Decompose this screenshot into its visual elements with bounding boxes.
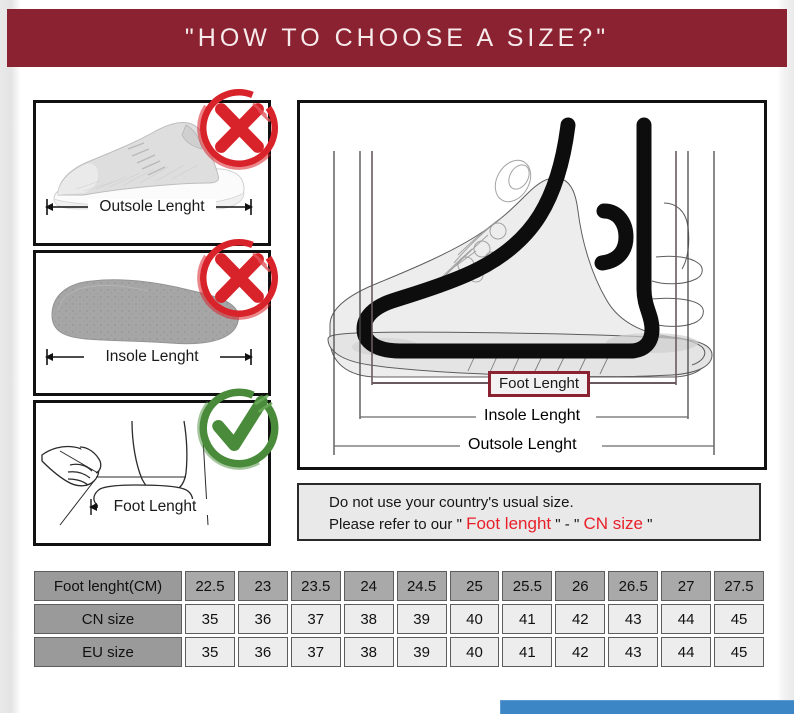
cell-foot-length-5: 25 [449, 571, 500, 601]
cell-eu-size-2: 37 [290, 637, 341, 667]
panel-foot-illustration [36, 403, 268, 543]
cell-cn-size-5: 40 [449, 604, 500, 634]
note-line-1: Do not use your country's usual size. [329, 494, 574, 511]
cell-foot-length-1: 23 [237, 571, 288, 601]
header-banner: "HOW TO CHOOSE A SIZE?" [7, 9, 787, 67]
foot-length-measure-label-box: Foot Lenght [488, 371, 591, 397]
note-line-2-suffix: " [642, 516, 653, 533]
page-edge-right [778, 0, 794, 713]
cell-cn-size-10: 45 [714, 604, 764, 634]
size-table-body: Foot lenght(CM) 22.5 23 23.5 24 24.5 25 … [34, 571, 764, 667]
cell-cn-size-0: 35 [185, 604, 235, 634]
outsole-dimension-label: Outsole Lenght [88, 199, 216, 215]
cell-foot-length-10: 27.5 [714, 571, 764, 601]
cell-eu-size-4: 39 [396, 637, 447, 667]
page-edge-left [0, 0, 20, 713]
cell-foot-length-8: 26.5 [608, 571, 659, 601]
cell-cn-size-3: 38 [343, 604, 394, 634]
cell-cn-size-9: 44 [661, 604, 712, 634]
note-line-2-prefix: Please refer to our " [329, 516, 467, 533]
row-label-eu-size: EU size [34, 637, 182, 667]
cell-cn-size-1: 36 [237, 604, 288, 634]
table-row: EU size 35 36 37 38 39 40 41 42 43 44 45 [34, 637, 764, 667]
panel-insole-illustration [36, 253, 268, 393]
insole-dimension-label: Insole Lenght [84, 349, 220, 365]
insole-top-view-icon [51, 279, 239, 345]
page-title: "HOW TO CHOOSE A SIZE?" [184, 23, 610, 52]
bottom-action-bar[interactable] [500, 700, 794, 714]
main-measurement-diagram: Foot Lenght Insole Lenght Outsole Lenght [297, 100, 767, 470]
panel-outsole-length: Outsole Lenght [33, 86, 281, 246]
cell-foot-length-7: 26 [555, 571, 606, 601]
cell-eu-size-5: 40 [449, 637, 500, 667]
outsole-length-measure-label: Outsole Lenght [460, 436, 585, 454]
cell-foot-length-4: 24.5 [396, 571, 447, 601]
hand-measuring-foot-icon [41, 420, 209, 526]
cell-foot-length-9: 27 [661, 571, 712, 601]
cell-eu-size-1: 36 [237, 637, 288, 667]
panel-foot-length: Foot Lenght [33, 386, 281, 546]
cell-eu-size-3: 38 [343, 637, 394, 667]
cell-cn-size-2: 37 [290, 604, 341, 634]
cell-eu-size-9: 44 [661, 637, 712, 667]
cell-foot-length-2: 23.5 [290, 571, 341, 601]
sneaker-side-view-icon [53, 122, 245, 210]
row-label-foot-length: Foot lenght(CM) [34, 571, 182, 601]
cell-eu-size-8: 43 [608, 637, 659, 667]
cell-eu-size-0: 35 [185, 637, 235, 667]
cell-cn-size-4: 39 [396, 604, 447, 634]
cell-eu-size-7: 42 [555, 637, 606, 667]
table-row: Foot lenght(CM) 22.5 23 23.5 24 24.5 25 … [34, 571, 764, 601]
table-row: CN size 35 36 37 38 39 40 41 42 43 44 45 [34, 604, 764, 634]
cell-cn-size-7: 42 [555, 604, 606, 634]
cell-foot-length-0: 22.5 [185, 571, 235, 601]
cell-cn-size-8: 43 [608, 604, 659, 634]
cell-eu-size-6: 41 [502, 637, 553, 667]
size-advice-note: Do not use your country's usual size. Pl… [297, 483, 761, 541]
cell-cn-size-6: 41 [502, 604, 553, 634]
panel-insole-length: Insole Lenght [33, 236, 281, 396]
panel-outsole-illustration [36, 103, 268, 243]
note-highlight-cn-size: CN size [583, 514, 643, 533]
row-label-cn-size: CN size [34, 604, 182, 634]
cell-foot-length-6: 25.5 [502, 571, 553, 601]
cell-eu-size-10: 45 [714, 637, 764, 667]
insole-length-measure-label: Insole Lenght [476, 407, 589, 425]
cell-foot-length-3: 24 [343, 571, 394, 601]
size-conversion-table: Foot lenght(CM) 22.5 23 23.5 24 24.5 25 … [31, 568, 767, 670]
foot-inside-shoe-diagram-icon [327, 117, 715, 455]
note-line-2-middle: " - " [551, 516, 584, 533]
note-highlight-foot-length: Foot lenght [466, 514, 552, 533]
foot-length-measure-label: Foot Lenght [499, 375, 580, 392]
note-line-2: Please refer to our " Foot lenght " - " … [329, 513, 759, 535]
foot-dimension-label: Foot Lenght [98, 499, 212, 515]
